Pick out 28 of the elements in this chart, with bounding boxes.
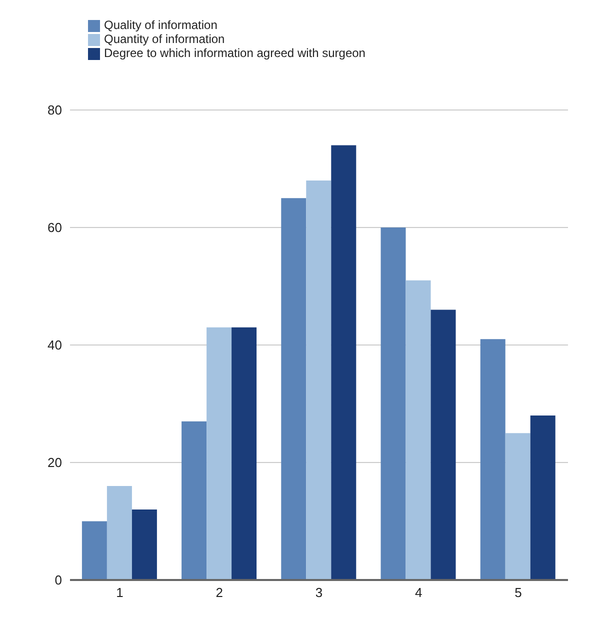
bar (106, 486, 132, 580)
bar (505, 433, 530, 580)
bar (306, 180, 332, 580)
x-tick-label: 3 (315, 585, 323, 600)
bar (406, 280, 431, 580)
bar (132, 510, 157, 580)
bar (430, 310, 456, 580)
y-tick-label: 60 (48, 220, 62, 236)
bar (331, 145, 356, 580)
bar (380, 228, 406, 580)
bar (206, 327, 232, 580)
y-tick-label: 0 (54, 572, 62, 588)
x-tick-label: 5 (514, 585, 522, 600)
y-tick-label: 40 (48, 338, 62, 353)
y-tick-label: 20 (48, 455, 62, 470)
bar (530, 416, 556, 580)
x-tick-label: 2 (216, 585, 224, 600)
x-tick-label: 1 (116, 585, 124, 600)
legend-label: Quality of information (104, 18, 218, 32)
bar (281, 198, 306, 580)
bar (480, 339, 506, 580)
legend-label: Quantity of information (104, 32, 225, 46)
bar (82, 521, 107, 580)
x-tick-label: 4 (414, 585, 422, 600)
bar (232, 327, 257, 580)
y-tick-label: 80 (48, 102, 62, 118)
legend-label: Degree to which information agreed with surgeon (104, 46, 366, 60)
bar (182, 421, 207, 580)
